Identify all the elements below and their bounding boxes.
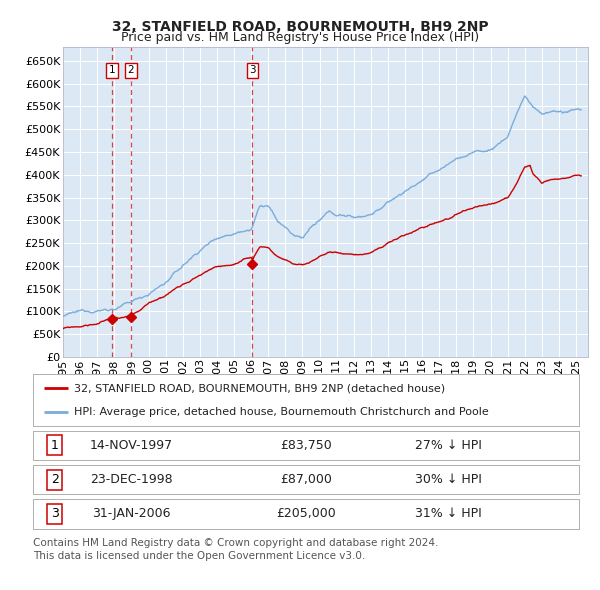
Text: Contains HM Land Registry data © Crown copyright and database right 2024.
This d: Contains HM Land Registry data © Crown c… bbox=[33, 538, 439, 561]
Text: £205,000: £205,000 bbox=[276, 507, 336, 520]
Text: Price paid vs. HM Land Registry's House Price Index (HPI): Price paid vs. HM Land Registry's House … bbox=[121, 31, 479, 44]
Text: 32, STANFIELD ROAD, BOURNEMOUTH, BH9 2NP: 32, STANFIELD ROAD, BOURNEMOUTH, BH9 2NP bbox=[112, 20, 488, 34]
Text: HPI: Average price, detached house, Bournemouth Christchurch and Poole: HPI: Average price, detached house, Bour… bbox=[74, 407, 488, 417]
Text: 23-DEC-1998: 23-DEC-1998 bbox=[90, 473, 173, 486]
Text: 2: 2 bbox=[51, 473, 59, 486]
Text: 31-JAN-2006: 31-JAN-2006 bbox=[92, 507, 170, 520]
Text: 27% ↓ HPI: 27% ↓ HPI bbox=[415, 439, 481, 452]
Text: 3: 3 bbox=[51, 507, 59, 520]
Text: 31% ↓ HPI: 31% ↓ HPI bbox=[415, 507, 481, 520]
Text: 30% ↓ HPI: 30% ↓ HPI bbox=[415, 473, 481, 486]
Text: 1: 1 bbox=[51, 439, 59, 452]
Text: 3: 3 bbox=[249, 65, 256, 76]
Text: 2: 2 bbox=[128, 65, 134, 76]
Text: 32, STANFIELD ROAD, BOURNEMOUTH, BH9 2NP (detached house): 32, STANFIELD ROAD, BOURNEMOUTH, BH9 2NP… bbox=[74, 383, 445, 393]
Text: £83,750: £83,750 bbox=[280, 439, 332, 452]
Text: 1: 1 bbox=[109, 65, 115, 76]
Text: £87,000: £87,000 bbox=[280, 473, 332, 486]
Text: 14-NOV-1997: 14-NOV-1997 bbox=[90, 439, 173, 452]
